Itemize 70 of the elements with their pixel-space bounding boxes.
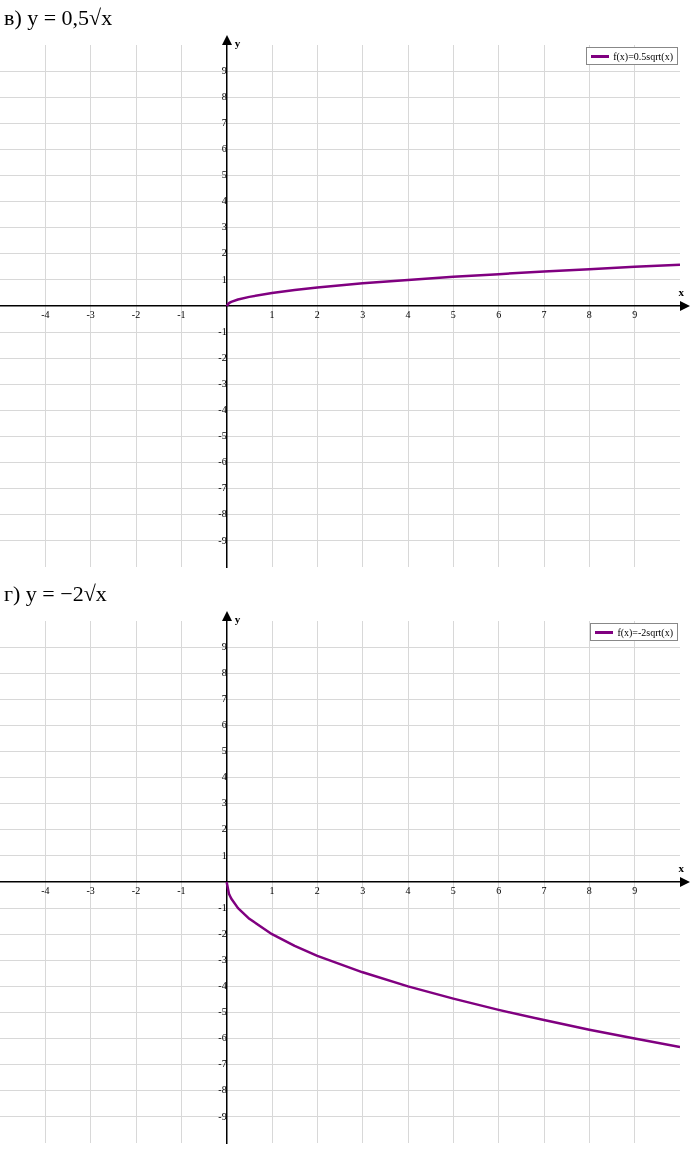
x-tick-label: 7 <box>541 884 547 896</box>
legend-label: f(x)=0.5sqrt(x) <box>613 51 673 63</box>
x-tick-label: 1 <box>269 308 275 320</box>
x-tick-label: 4 <box>405 308 411 320</box>
x-tick-label: 5 <box>450 308 456 320</box>
x-tick-label: 5 <box>450 884 456 896</box>
y-tick-label: 4 <box>221 195 227 207</box>
y-tick-label: -2 <box>218 351 227 363</box>
y-tick-label: 2 <box>221 247 227 259</box>
y-tick-label: 7 <box>221 116 227 128</box>
x-tick-label: 4 <box>405 884 411 896</box>
x-tick-label: -2 <box>131 308 141 320</box>
x-axis-title: x <box>678 862 685 875</box>
y-tick-label: -3 <box>218 953 227 965</box>
x-tick-label: 8 <box>586 308 592 320</box>
x-tick-label: 2 <box>314 884 320 896</box>
y-tick-label: 8 <box>221 90 227 102</box>
y-tick-label: 1 <box>221 849 227 861</box>
y-tick-label: -6 <box>218 1032 227 1044</box>
y-tick-label: -9 <box>218 1110 227 1122</box>
y-tick-label: -9 <box>218 534 227 546</box>
y-axis-title: y <box>234 37 241 50</box>
x-tick-label: 6 <box>496 884 502 896</box>
x-tick-label: 9 <box>632 884 638 896</box>
y-tick-label: -1 <box>218 325 227 337</box>
x-tick-label: 3 <box>360 884 366 896</box>
y-tick-label: 5 <box>221 745 227 757</box>
x-tick-label: 9 <box>632 308 638 320</box>
y-tick-label: 8 <box>221 666 227 678</box>
y-tick-label: -8 <box>218 1084 227 1096</box>
chart-title: г) y = −2√x <box>3 580 108 608</box>
y-axis-title: y <box>234 613 241 626</box>
y-tick-label: -4 <box>218 404 227 416</box>
y-tick-label: 9 <box>221 64 227 76</box>
x-tick-label: 3 <box>360 308 366 320</box>
y-tick-label: 5 <box>221 169 227 181</box>
y-tick-label: -7 <box>218 482 227 494</box>
x-tick-label: -4 <box>41 884 50 896</box>
x-tick-label: 8 <box>586 884 592 896</box>
x-tick-label: 2 <box>314 308 320 320</box>
y-tick-label: -6 <box>218 456 227 468</box>
legend-label: f(x)=-2sqrt(x) <box>617 627 673 639</box>
x-tick-label: 7 <box>541 308 547 320</box>
y-tick-label: -2 <box>218 927 227 939</box>
x-tick-label: -1 <box>177 884 186 896</box>
y-tick-label: 2 <box>221 823 227 835</box>
x-axis-title: x <box>678 286 685 299</box>
y-tick-label: -8 <box>218 508 227 520</box>
y-tick-label: -4 <box>218 980 227 992</box>
y-tick-label: 3 <box>221 797 227 809</box>
y-tick-label: 7 <box>221 692 227 704</box>
y-tick-label: 1 <box>221 273 227 285</box>
y-tick-label: 4 <box>221 771 227 783</box>
x-tick-label: -3 <box>86 884 95 896</box>
x-tick-label: -4 <box>41 308 50 320</box>
y-tick-label: -3 <box>218 377 227 389</box>
y-tick-label: 3 <box>221 221 227 233</box>
x-tick-label: 6 <box>496 308 502 320</box>
y-tick-label: 9 <box>221 640 227 652</box>
y-tick-label: 6 <box>221 719 227 731</box>
x-tick-label: 1 <box>269 884 275 896</box>
x-tick-label: -1 <box>177 308 186 320</box>
y-tick-label: 6 <box>221 143 227 155</box>
x-tick-label: -3 <box>86 308 95 320</box>
x-tick-label: -2 <box>131 884 141 896</box>
y-tick-label: -1 <box>218 901 227 913</box>
y-tick-label: -5 <box>218 430 227 442</box>
y-tick-label: -7 <box>218 1058 227 1070</box>
chart-title: в) y = 0,5√x <box>3 4 114 32</box>
y-tick-label: -5 <box>218 1006 227 1018</box>
